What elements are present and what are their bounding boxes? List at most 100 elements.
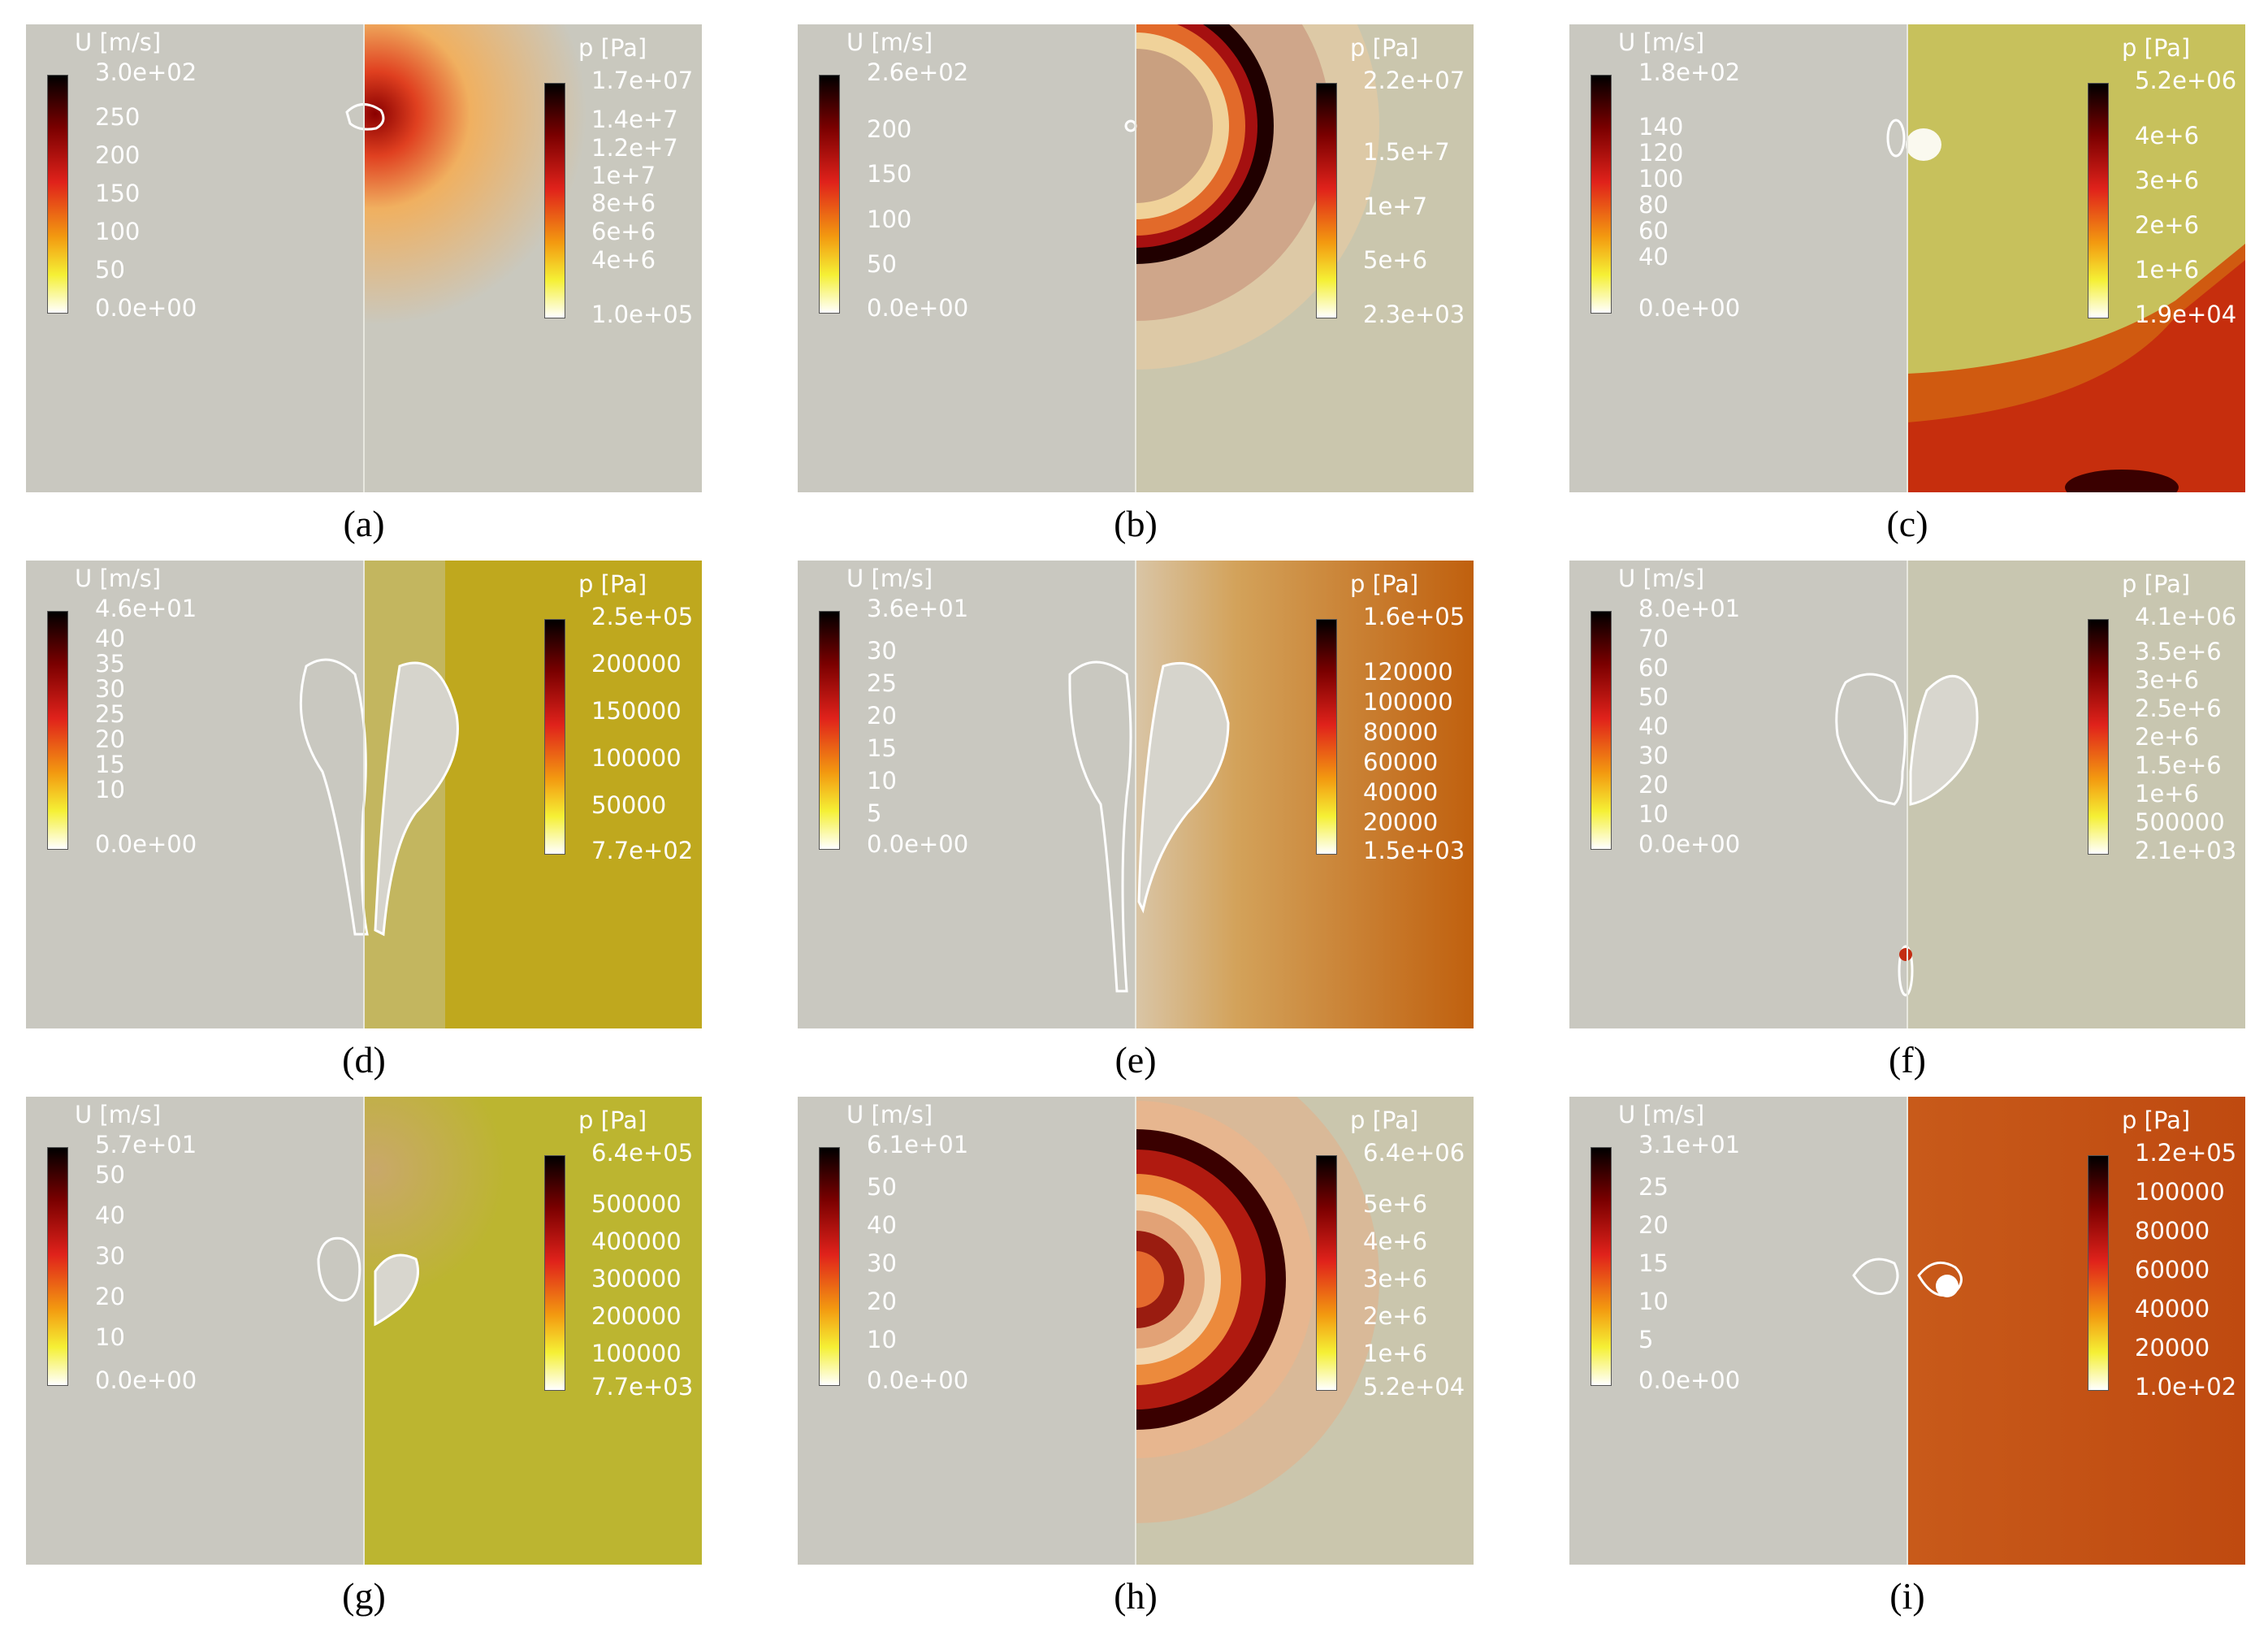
u-tick-3: 50 [1638,683,1669,711]
u-tick-1: 140 [1638,113,1684,141]
p-tick-4: 50000 [591,791,667,819]
p-tick-4: 2e+6 [2135,723,2200,751]
u-tick-0: 1.8e+02 [1638,58,1741,86]
u-tick-3: 150 [95,180,141,207]
p-tick-2: 4e+6 [1363,1228,1428,1255]
p-tick-1: 1.5e+7 [1363,138,1450,166]
p-tick-5: 1e+6 [1363,1340,1428,1367]
u-colorbar [819,611,840,850]
p-tick-3: 60000 [2135,1256,2210,1284]
panel-i-field [1569,1097,2245,1565]
u-tick-5: 50 [95,256,125,284]
p-colorbar [2088,83,2109,318]
u-tick-2: 40 [95,1202,125,1229]
panel-h-field [798,1097,1474,1565]
p-tick-5: 100000 [591,1340,682,1367]
u-tick-0: 3.6e+01 [867,595,969,622]
caption-e: (e) [1115,1039,1157,1080]
u-tick-5: 10 [95,1323,125,1351]
p-tick-0: 1.2e+05 [2135,1139,2237,1167]
u-tick-6: 20 [1638,771,1669,799]
p-title: p [Pa] [2122,570,2191,598]
p-tick-4: 60000 [1363,748,1439,776]
panel-a: U [m/s] 3.0e+02 250 200 150 100 50 0.0e+… [26,24,702,492]
panel-c-field [1569,24,2245,492]
u-tick-5: 30 [1638,742,1669,769]
u-tick-3: 30 [95,675,125,703]
u-tick-2: 35 [95,650,125,678]
caption-g: (g) [342,1575,386,1617]
u-title: U [m/s] [75,565,162,592]
panel-b-field [798,24,1474,492]
u-tick-5: 10 [867,767,897,795]
u-tick-3: 100 [1638,165,1684,193]
p-tick-5: 1.9e+04 [2135,301,2237,328]
p-tick-7: 1.5e+03 [1363,837,1465,864]
p-tick-0: 6.4e+06 [1363,1139,1465,1167]
u-title: U [m/s] [1618,1101,1705,1128]
u-title: U [m/s] [75,28,162,56]
u-title: U [m/s] [75,1101,162,1128]
p-tick-1: 500000 [591,1190,682,1218]
u-title: U [m/s] [1618,565,1705,592]
u-tick-4: 100 [95,218,141,245]
u-tick-3: 15 [1638,1249,1669,1277]
p-tick-1: 100000 [2135,1178,2225,1206]
p-title: p [Pa] [1350,570,1419,598]
p-colorbar [1316,1155,1337,1391]
p-tick-3: 3e+6 [1363,1265,1428,1292]
p-tick-5: 7.7e+02 [591,837,694,864]
p-tick-7: 500000 [2135,808,2225,836]
p-tick-3: 2.5e+6 [2135,695,2222,722]
p-tick-6: 4e+6 [591,246,656,274]
u-tick-4: 20 [867,1288,897,1315]
u-tick-0: 4.6e+01 [95,595,197,622]
p-tick-3: 2e+6 [2135,211,2200,239]
u-tick-5: 5 [1638,1326,1654,1353]
u-tick-5: 0.0e+00 [867,294,969,322]
p-tick-3: 300000 [591,1265,682,1292]
panel-g: U [m/s] 5.7e+01 50 40 30 20 10 0.0e+00 p… [26,1097,702,1565]
caption-i: (i) [1889,1575,1925,1617]
u-tick-0: 3.1e+01 [1638,1131,1741,1158]
p-tick-4: 200000 [591,1302,682,1330]
u-tick-8: 0.0e+00 [1638,830,1741,858]
panel-d: U [m/s] 4.6e+01 40 35 30 25 20 15 10 0.0… [26,561,702,1028]
u-tick-6: 40 [1638,243,1669,271]
p-tick-5: 40000 [1363,778,1439,806]
p-tick-6: 7.7e+03 [591,1373,694,1401]
p-tick-7: 1.0e+05 [591,301,694,328]
u-tick-7: 10 [95,776,125,803]
p-colorbar [1316,619,1337,855]
u-tick-2: 25 [867,669,897,697]
p-tick-0: 6.4e+05 [591,1139,694,1167]
u-tick-1: 50 [867,1173,897,1201]
p-tick-6: 5.2e+04 [1363,1373,1465,1401]
u-title: U [m/s] [846,1101,933,1128]
p-tick-1: 3.5e+6 [2135,638,2222,665]
panel-f-field [1569,561,2245,1028]
u-tick-2: 60 [1638,654,1669,682]
p-colorbar [544,1155,565,1391]
p-tick-3: 80000 [1363,718,1439,746]
u-tick-1: 250 [95,103,141,131]
p-tick-0: 1.6e+05 [1363,603,1465,630]
u-tick-0: 8.0e+01 [1638,595,1741,622]
panel-b: U [m/s] 2.6e+02 200 150 100 50 0.0e+00 p… [798,24,1474,492]
u-tick-4: 80 [1638,191,1669,219]
u-tick-6: 5 [867,799,882,827]
p-tick-2: 400000 [591,1228,682,1255]
u-tick-0: 5.7e+01 [95,1131,197,1158]
p-tick-0: 5.2e+06 [2135,67,2237,94]
u-colorbar [1591,1147,1612,1386]
u-tick-2: 40 [867,1211,897,1239]
u-tick-4: 10 [1638,1288,1669,1315]
u-tick-2: 20 [1638,1211,1669,1239]
caption-f: (f) [1889,1039,1926,1080]
u-colorbar [1591,75,1612,314]
u-tick-3: 20 [867,702,897,730]
p-tick-1: 200000 [591,650,682,678]
p-tick-4: 1e+6 [2135,256,2200,284]
u-tick-3: 100 [867,206,912,233]
p-tick-4: 2e+6 [1363,1302,1428,1330]
